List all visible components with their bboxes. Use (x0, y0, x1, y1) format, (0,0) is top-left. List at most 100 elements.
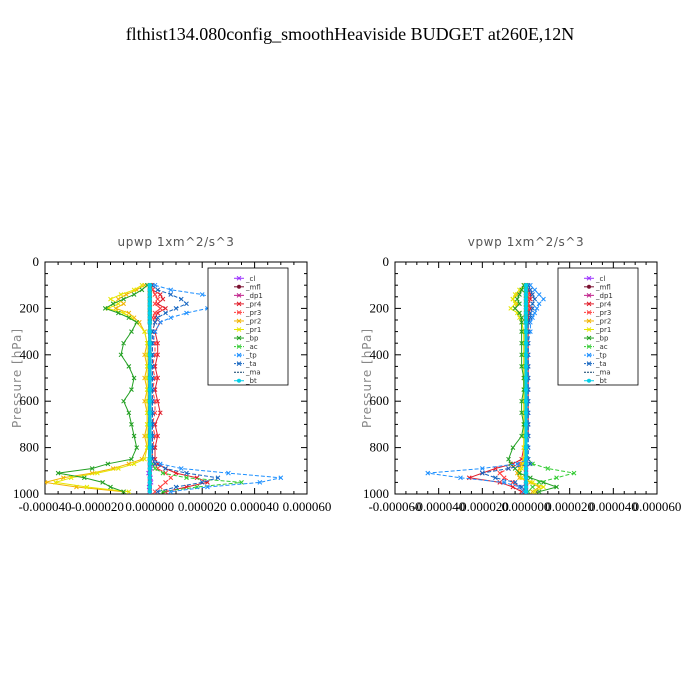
upwp-point-bt (147, 422, 152, 427)
vpwp-point-bp (519, 340, 524, 346)
upwp-legend-marker (236, 344, 242, 349)
upwp-point-bt (147, 341, 152, 346)
upwp-legend: _cl_mfl_dp1_pr4_pr3_pr2_pr1_bp_ac_tp_ta_… (207, 267, 289, 386)
upwp-point-bp (129, 329, 134, 334)
upwp-xtick-label: -0.000020 (71, 499, 124, 514)
vpwp-point-bt (523, 387, 529, 392)
upwp-point-pr1 (126, 489, 132, 494)
upwp-point-pr1 (131, 461, 137, 467)
upwp-point-pr3 (163, 480, 168, 485)
vpwp-xtick-label: 0.000060 (633, 499, 682, 514)
upwp-point-bt (147, 310, 152, 316)
vpwp-point-pr1 (512, 301, 518, 307)
vpwp-point-bp (519, 410, 524, 416)
vpwp-point-ac (571, 470, 577, 476)
upwp-point-bt (147, 329, 152, 334)
vpwp-point-bp (519, 433, 524, 439)
upwp-point-pr1 (142, 329, 147, 334)
upwp-point-bp (126, 364, 132, 369)
vpwp-legend-label: _dp1 (595, 292, 613, 300)
vpwp-point-tp (541, 296, 546, 302)
upwp-point-bp (121, 296, 126, 302)
vpwp-point-ta (530, 292, 535, 297)
vpwp-point-bt (523, 301, 529, 306)
vpwp-legend-marker (586, 327, 592, 332)
vpwp-point-bt (523, 461, 529, 467)
vpwp-panel: vpwp 1xm^2/s^3 Pressure [hPa] 0 200 400 600 80… (360, 235, 681, 514)
vpwp-legend-marker (586, 318, 592, 324)
upwp-point-ta (199, 480, 205, 485)
upwp-legend-label: _ta (245, 360, 257, 368)
upwp-point-pr2 (126, 310, 132, 316)
upwp-point-ta (173, 306, 179, 311)
upwp-point-ta (155, 287, 161, 293)
vpwp-point-ac (545, 466, 551, 471)
upwp-point-bp (134, 445, 140, 450)
upwp-point-pr3 (157, 306, 163, 311)
vpwp-point-bp (517, 292, 522, 297)
vpwp-series-bt (523, 283, 529, 494)
upwp-legend-marker (236, 310, 242, 315)
vpwp-point-bt (523, 475, 529, 480)
upwp-point-tp (199, 292, 205, 297)
vpwp-point-ac (554, 475, 559, 481)
vpwp-point-ta (530, 301, 535, 307)
upwp-ytick-label: 600 (20, 393, 40, 408)
upwp-line-pr1 (55, 284, 148, 493)
upwp-point-bt (147, 364, 152, 369)
vpwp-legend-label: _bt (595, 377, 607, 385)
vpwp-point-ta (512, 480, 518, 485)
upwp-point-tp (226, 470, 231, 476)
vpwp-point-tp (479, 466, 485, 471)
upwp-point-pr1 (116, 466, 121, 471)
upwp-point-bp (100, 480, 105, 485)
upwp-point-ta (184, 470, 189, 476)
upwp-point-ta (184, 301, 189, 307)
vpwp-xtick-label: 0.000020 (545, 499, 594, 514)
upwp-legend-label: _pr2 (245, 317, 261, 325)
vpwp-legend-marker (586, 310, 592, 315)
upwp-point-bp (81, 475, 87, 481)
vpwp-point-bt (523, 399, 529, 404)
vpwp-point-tp (536, 292, 542, 297)
upwp-point-ac (152, 466, 158, 471)
upwp-legend-label: _pr3 (245, 309, 261, 317)
vpwp-legend-label: _ta (595, 360, 607, 368)
upwp-legend-label: _ma (245, 369, 261, 377)
vpwp-xtick-label: -0.000040 (412, 499, 465, 514)
vpwp-point-ta (528, 287, 533, 293)
upwp-point-tp (257, 480, 263, 485)
vpwp-point-pr1 (510, 296, 516, 302)
vpwp-legend-label: _ma (595, 369, 611, 377)
upwp-point-ta (168, 292, 174, 297)
upwp-legend-label: _pr4 (245, 300, 262, 308)
vpwp-legend-marker (586, 292, 592, 298)
upwp-legend-label: _bt (245, 377, 257, 385)
upwp-series-bt (147, 283, 152, 494)
vpwp-legend-label: _pr1 (595, 326, 611, 334)
upwp-point-bt (147, 457, 152, 462)
upwp-point-bt (147, 461, 152, 467)
vpwp-legend-marker (586, 335, 592, 341)
vpwp-ytick-label: 800 (370, 440, 390, 455)
upwp-point-pr4 (157, 410, 163, 416)
vpwp-point-bp (519, 315, 524, 321)
upwp-point-pr3 (152, 292, 158, 297)
vpwp-legend-label: _pr2 (595, 317, 611, 325)
vpwp-point-bt (523, 480, 529, 485)
upwp-point-tp (168, 315, 174, 321)
upwp-legend-label: _bp (245, 335, 259, 343)
upwp-point-bp (118, 352, 124, 358)
vpwp-point-tp (532, 310, 538, 316)
upwp-point-bp (110, 301, 116, 307)
vpwp-legend-label: _pr3 (595, 309, 611, 317)
upwp-point-ta (152, 319, 158, 325)
vpwp-point-bp (519, 364, 524, 369)
upwp-point-bt (147, 301, 152, 306)
upwp-point-bp (139, 287, 145, 293)
upwp-point-bt (147, 466, 152, 471)
upwp-point-tp (157, 319, 163, 325)
vpwp-point-bt (523, 320, 529, 325)
upwp-line-pr2 (45, 284, 148, 493)
